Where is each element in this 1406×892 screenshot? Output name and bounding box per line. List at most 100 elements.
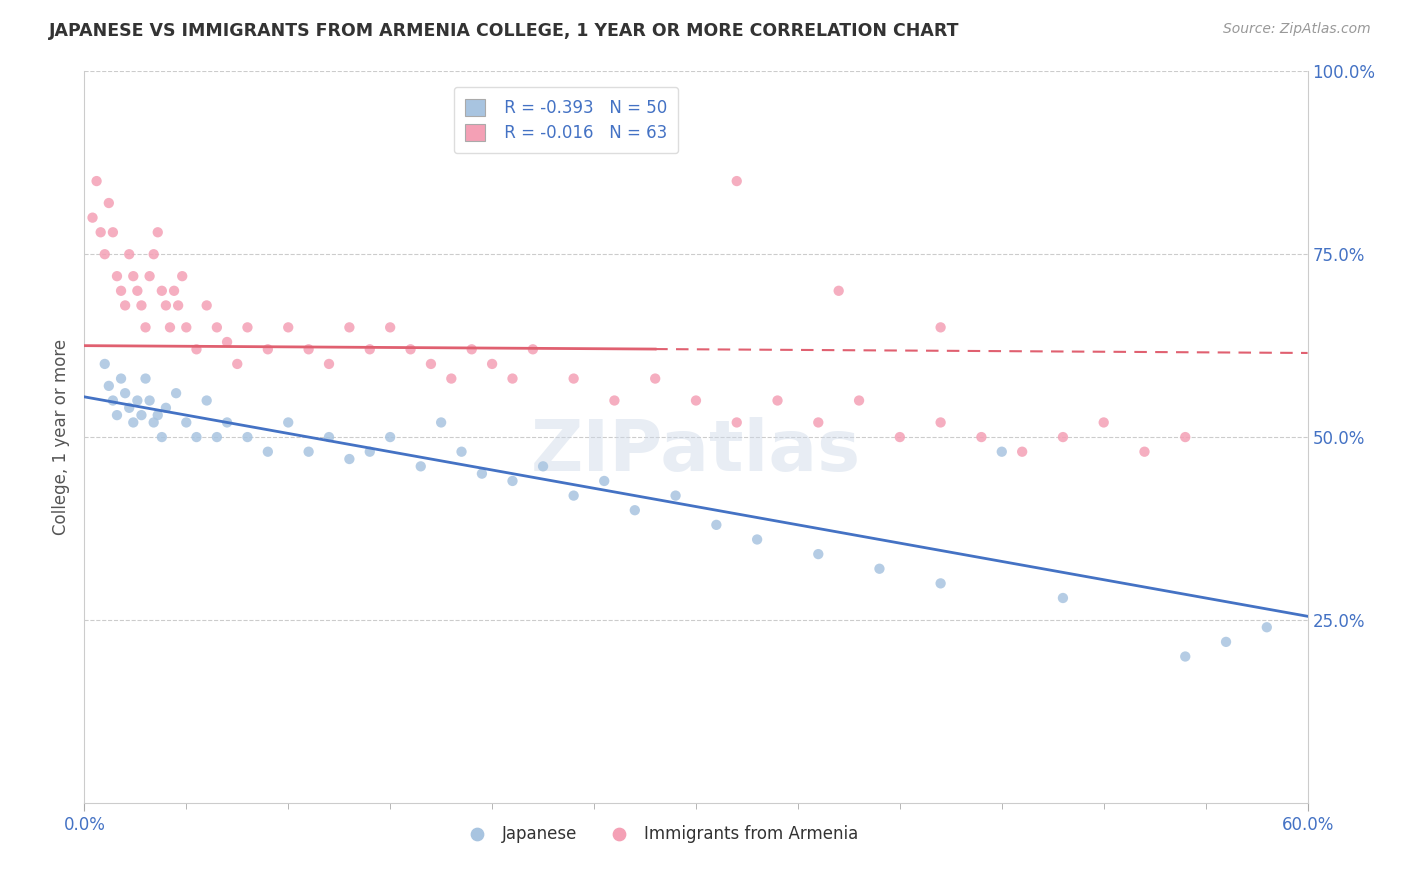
Point [150, 284, 173, 298]
Point [101, 225, 124, 239]
Point [142, 247, 165, 261]
Point [131, 298, 153, 312]
Point [420, 357, 443, 371]
Point [685, 393, 707, 408]
Point [747, 533, 769, 547]
Point [159, 320, 181, 334]
Point [205, 430, 228, 444]
Point [359, 444, 381, 458]
Point [138, 269, 160, 284]
Point [380, 430, 402, 444]
Point [430, 416, 453, 430]
Point [339, 320, 361, 334]
Point [195, 298, 218, 312]
Point [318, 430, 340, 444]
Point [146, 408, 169, 422]
Point [163, 284, 186, 298]
Point [522, 343, 544, 357]
Point [174, 320, 197, 334]
Point [174, 416, 197, 430]
Point [195, 393, 218, 408]
Point [1174, 649, 1197, 664]
Point [665, 489, 688, 503]
Point [1256, 620, 1278, 634]
Point [531, 459, 554, 474]
Point [298, 343, 321, 357]
Point [991, 444, 1014, 458]
Point [82, 211, 104, 225]
Point [929, 576, 952, 591]
Point [450, 444, 472, 458]
Point [603, 393, 626, 408]
Point [105, 408, 128, 422]
Point [1092, 416, 1115, 430]
Point [1215, 635, 1237, 649]
Point [502, 474, 524, 488]
Point [114, 298, 136, 312]
Point [725, 416, 748, 430]
Point [440, 371, 463, 385]
Point [257, 444, 280, 458]
Point [298, 444, 321, 458]
Point [502, 371, 524, 385]
Point [217, 334, 239, 349]
Point [97, 379, 120, 393]
Point [277, 320, 299, 334]
Point [277, 416, 299, 430]
Point [869, 562, 891, 576]
Point [236, 430, 259, 444]
Point [105, 269, 128, 284]
Point [186, 430, 208, 444]
Point [848, 393, 870, 408]
Point [725, 174, 748, 188]
Point [131, 408, 153, 422]
Point [217, 416, 239, 430]
Point [807, 416, 830, 430]
Point [318, 357, 340, 371]
Point [138, 393, 160, 408]
Point [766, 393, 789, 408]
Point [1133, 444, 1156, 458]
Point [135, 371, 157, 385]
Point [929, 416, 952, 430]
Point [1174, 430, 1197, 444]
Point [226, 357, 249, 371]
Point [122, 269, 145, 284]
Point [409, 459, 432, 474]
Point [155, 401, 177, 415]
Point [172, 269, 194, 284]
Point [205, 320, 228, 334]
Point [114, 386, 136, 401]
Point [150, 430, 173, 444]
Point [624, 503, 647, 517]
Point [236, 320, 259, 334]
Point [970, 430, 993, 444]
Point [142, 416, 165, 430]
Point [461, 343, 484, 357]
Point [101, 393, 124, 408]
Text: ZIPatlas: ZIPatlas [531, 417, 860, 486]
Point [807, 547, 830, 561]
Point [1011, 444, 1033, 458]
Point [110, 284, 132, 298]
Point [380, 320, 402, 334]
Point [97, 196, 120, 211]
Point [186, 343, 208, 357]
Point [146, 225, 169, 239]
Point [562, 371, 585, 385]
Point [359, 343, 381, 357]
Point [127, 393, 149, 408]
Point [165, 386, 187, 401]
Text: Source: ZipAtlas.com: Source: ZipAtlas.com [1223, 22, 1371, 37]
Point [93, 247, 115, 261]
Point [135, 320, 157, 334]
Point [257, 343, 280, 357]
Point [1052, 430, 1074, 444]
Legend: Japanese, Immigrants from Armenia: Japanese, Immigrants from Armenia [454, 818, 865, 849]
Point [127, 284, 149, 298]
Point [339, 452, 361, 467]
Point [155, 298, 177, 312]
Point [110, 371, 132, 385]
Point [399, 343, 422, 357]
Point [706, 517, 728, 532]
